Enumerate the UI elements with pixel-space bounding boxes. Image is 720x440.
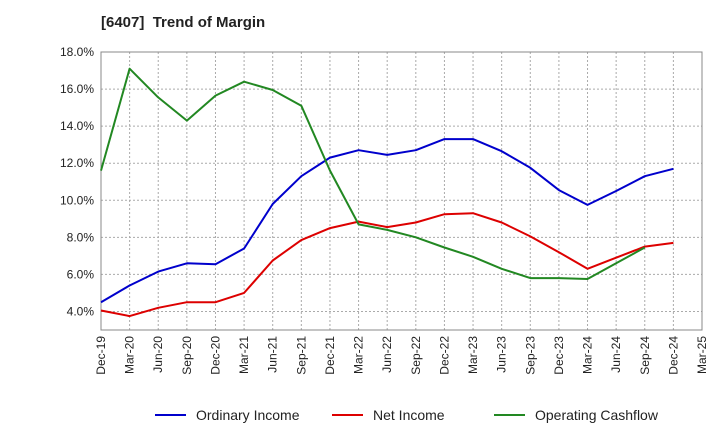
x-tick-label: Dec-24 (666, 336, 680, 375)
x-tick-label: Sep-24 (638, 336, 652, 375)
x-tick-label: Sep-21 (294, 336, 308, 375)
x-tick-label: Sep-22 (409, 336, 423, 375)
x-tick-label: Mar-23 (466, 336, 480, 374)
x-tick-label: Mar-25 (695, 336, 709, 374)
y-tick-label: 12.0% (60, 156, 94, 170)
x-tick-label: Mar-22 (352, 336, 366, 374)
x-tick-label: Jun-24 (609, 336, 623, 373)
x-tick-label: Dec-21 (323, 336, 337, 375)
legend-label-1: Ordinary Income (196, 407, 300, 423)
x-tick-label: Jun-22 (380, 336, 394, 373)
y-tick-label: 4.0% (67, 304, 95, 318)
series-line-2 (100, 212, 674, 318)
x-tick-label: Sep-20 (180, 336, 194, 375)
y-tick-label: 6.0% (67, 267, 95, 281)
x-tick-label: Dec-22 (437, 336, 451, 375)
x-tick-label: Jun-21 (266, 336, 280, 373)
x-tick-label: Sep-23 (523, 336, 537, 375)
x-tick-label: Mar-20 (123, 336, 137, 374)
x-tick-label: Dec-23 (552, 336, 566, 375)
legend-label-2: Net Income (373, 407, 445, 423)
legend: Ordinary Income Net Income Operating Cashf… (155, 407, 659, 423)
y-tick-label: 14.0% (60, 119, 94, 133)
chart-title: [6407] Trend of Margin (101, 14, 266, 31)
y-tick-label: 10.0% (60, 193, 94, 207)
x-tick-label: Mar-21 (237, 336, 251, 374)
x-tick-label: Jun-23 (495, 336, 509, 373)
x-tick-label: Jun-20 (151, 336, 165, 373)
y-tick-label: 16.0% (60, 82, 94, 96)
series-lines (100, 67, 674, 318)
x-tick-label: Mar-24 (581, 336, 595, 374)
x-axis-tick-labels: Dec-19 Mar-20 Jun-20 Sep-20 Dec-20 Mar-21 Jun-… (94, 336, 709, 375)
series-line-1 (100, 138, 674, 304)
y-tick-label: 18.0% (60, 45, 94, 59)
y-axis-tick-labels: 4.0% 6.0% 8.0% 10.0% 12.0% 14.0% 16.0% 18.0% (60, 45, 94, 318)
x-tick-label: Dec-20 (208, 336, 222, 375)
x-tick-label: Dec-19 (94, 336, 108, 375)
grid-lines (101, 51, 702, 330)
legend-label-3: Operating Cashflow (535, 407, 659, 423)
plot-area-frame (100, 51, 703, 331)
y-tick-label: 8.0% (67, 230, 95, 244)
series-line-3 (100, 67, 646, 280)
